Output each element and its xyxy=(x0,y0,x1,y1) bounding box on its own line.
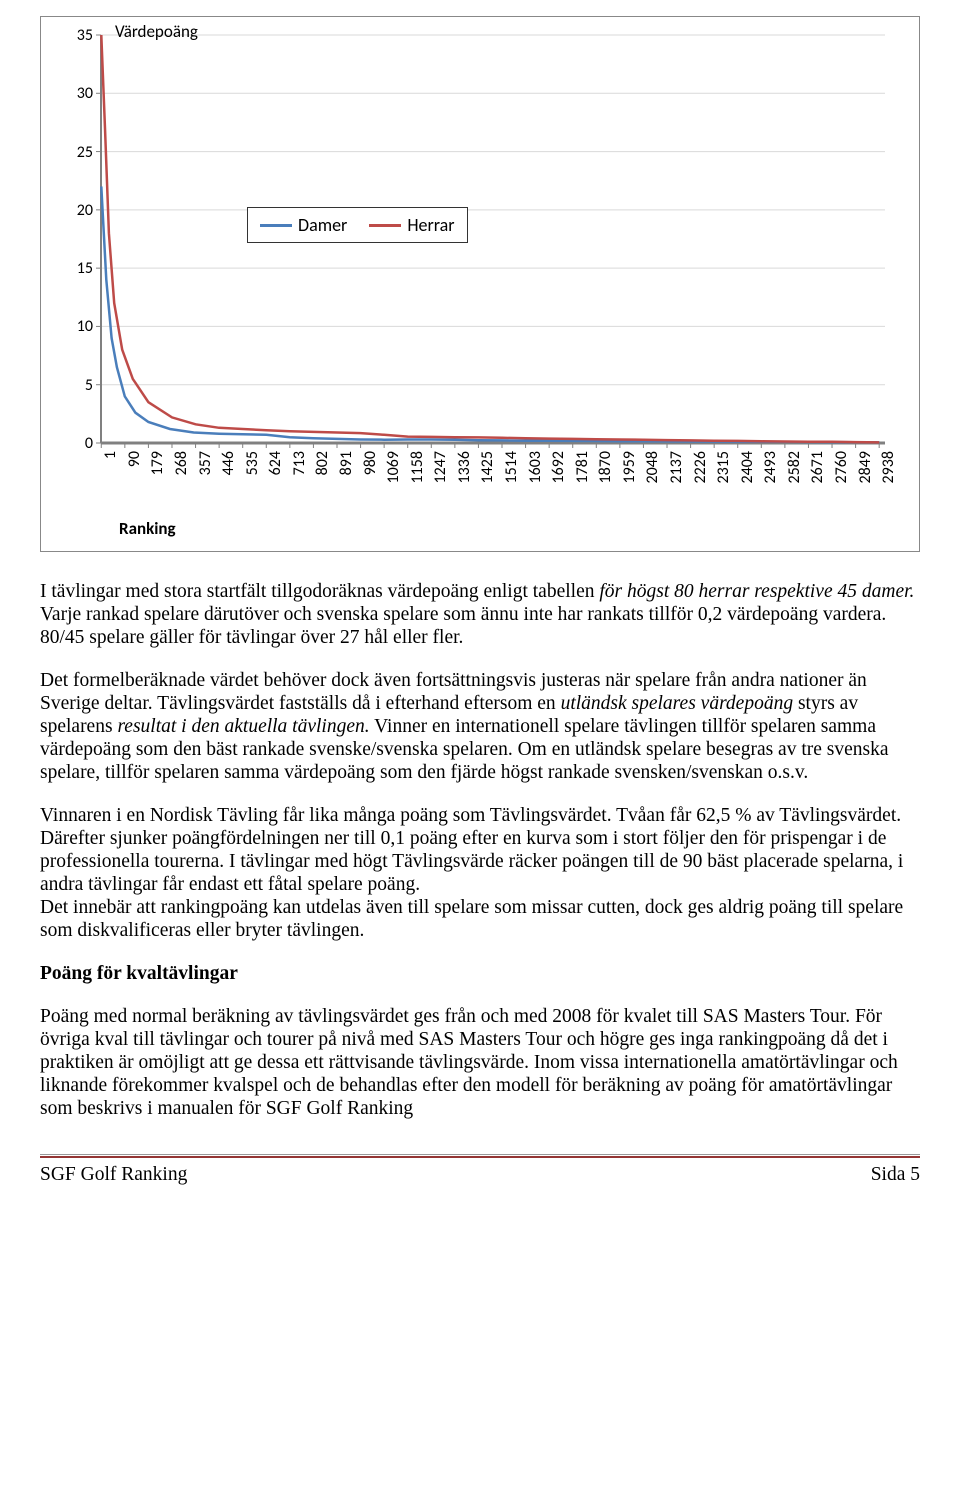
x-tick-label: 2048 xyxy=(643,451,662,491)
legend: Damer Herrar xyxy=(247,207,468,243)
legend-label: Herrar xyxy=(407,214,454,236)
x-tick-label: 802 xyxy=(313,451,332,491)
y-tick-label: 5 xyxy=(63,376,93,395)
legend-label: Damer xyxy=(298,214,347,236)
x-tick-label: 1336 xyxy=(455,451,474,491)
legend-item-damer: Damer xyxy=(260,214,347,236)
x-tick-label: 2582 xyxy=(785,451,804,491)
footer-right: Sida 5 xyxy=(871,1164,920,1186)
x-tick-label: 90 xyxy=(125,451,144,491)
x-axis-title: Ranking xyxy=(119,518,176,539)
x-tick-label: 357 xyxy=(196,451,215,491)
x-tick-label: 2315 xyxy=(714,451,733,491)
paragraph: I tävlingar med stora startfält tillgodo… xyxy=(40,580,920,649)
y-tick-label: 0 xyxy=(63,434,93,453)
y-tick-label: 25 xyxy=(63,143,93,162)
x-tick-label: 2671 xyxy=(808,451,827,491)
x-tick-label: 1692 xyxy=(549,451,568,491)
paragraph: Vinnaren i en Nordisk Tävling får lika m… xyxy=(40,804,920,896)
x-tick-label: 1425 xyxy=(478,451,497,491)
x-tick-label: 2849 xyxy=(856,451,875,491)
x-tick-label: 1781 xyxy=(573,451,592,491)
x-tick-label: 1603 xyxy=(526,451,545,491)
x-tick-label: 980 xyxy=(361,451,380,491)
x-tick-label: 179 xyxy=(148,451,167,491)
legend-item-herrar: Herrar xyxy=(369,214,454,236)
x-tick-label: 1158 xyxy=(408,451,427,491)
paragraph: Poäng med normal beräkning av tävlingsvä… xyxy=(40,1005,920,1120)
y-tick-label: 20 xyxy=(63,201,93,220)
x-tick-label: 1069 xyxy=(384,451,403,491)
x-tick-label: 2226 xyxy=(691,451,710,491)
x-tick-label: 2404 xyxy=(738,451,757,491)
footer-rule xyxy=(40,1154,920,1158)
paragraph: Det formelberäknade värdet behöver dock … xyxy=(40,669,920,784)
section-heading: Poäng för kvaltävlingar xyxy=(40,962,920,985)
x-tick-label: 1959 xyxy=(620,451,639,491)
x-tick-label: 1 xyxy=(101,451,120,491)
x-tick-label: 268 xyxy=(172,451,191,491)
chart: Värdepoäng 0 5 10 15 20 25 30 35 190179 268 35744… xyxy=(47,21,913,541)
y-tick-label: 15 xyxy=(63,259,93,278)
x-tick-label: 1514 xyxy=(502,451,521,491)
x-tick-label: 1247 xyxy=(431,451,450,491)
x-tick-label: 2760 xyxy=(832,451,851,491)
y-axis-title: Värdepoäng xyxy=(115,21,198,42)
x-tick-label: 2493 xyxy=(761,451,780,491)
x-tick-label: 624 xyxy=(266,451,285,491)
x-tick-label: 446 xyxy=(219,451,238,491)
y-tick-label: 30 xyxy=(63,84,93,103)
legend-swatch xyxy=(369,224,401,227)
paragraph: Det innebär att rankingpoäng kan utdelas… xyxy=(40,896,920,942)
y-tick-label: 35 xyxy=(63,26,93,45)
x-tick-label: 891 xyxy=(337,451,356,491)
y-tick-label: 10 xyxy=(63,317,93,336)
footer: SGF Golf Ranking Sida 5 xyxy=(40,1164,920,1186)
body-text: I tävlingar med stora startfält tillgodo… xyxy=(40,580,920,1120)
chart-container: Värdepoäng 0 5 10 15 20 25 30 35 190179 268 35744… xyxy=(40,16,920,552)
x-tick-label: 2938 xyxy=(879,451,898,491)
chart-svg xyxy=(47,21,899,491)
x-tick-label: 713 xyxy=(290,451,309,491)
legend-swatch xyxy=(260,224,292,227)
footer-left: SGF Golf Ranking xyxy=(40,1164,187,1186)
x-tick-label: 535 xyxy=(243,451,262,491)
x-tick-label: 2137 xyxy=(667,451,686,491)
x-tick-label: 1870 xyxy=(596,451,615,491)
